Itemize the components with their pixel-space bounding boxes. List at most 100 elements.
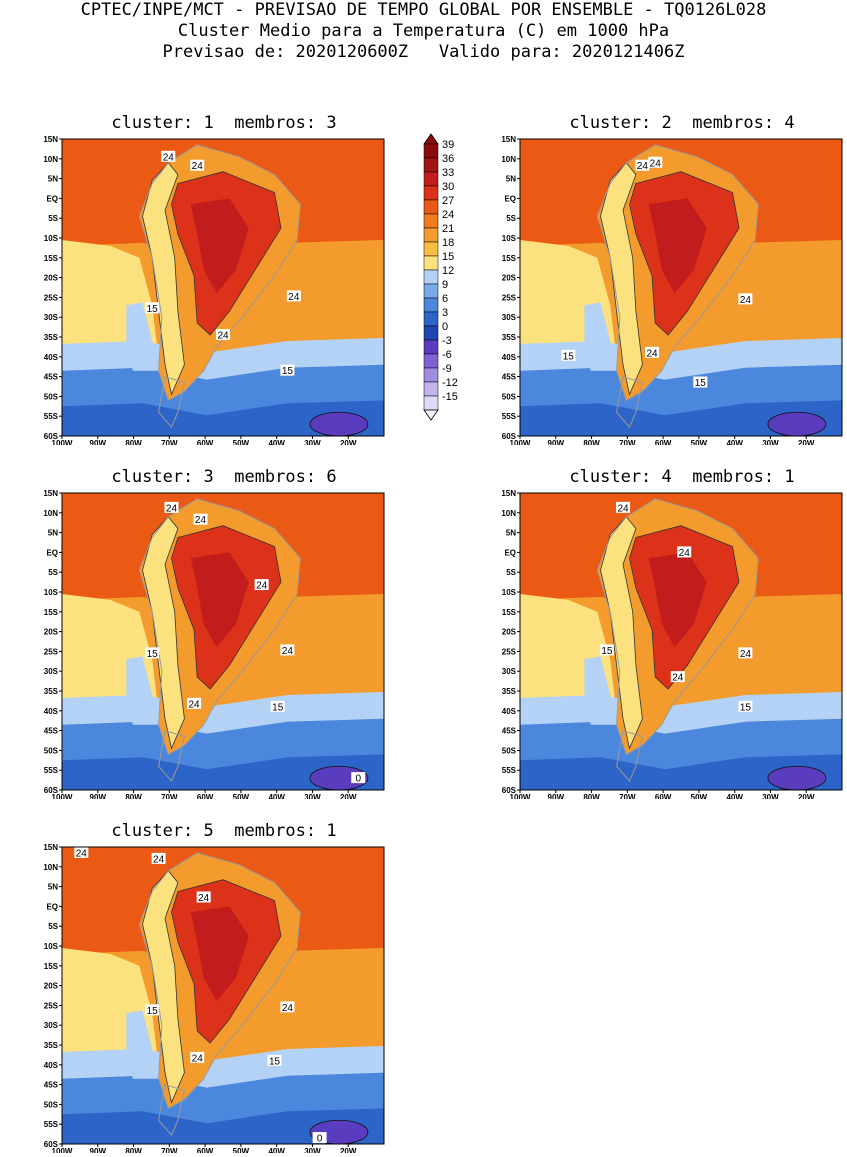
contour-label-bg [190,159,205,171]
contour-label: 24 [740,295,752,306]
colorbar-swatch [423,283,439,299]
contour-label: 15 [269,1056,281,1067]
colorbar-swatch [423,339,439,355]
contour-label: 24 [617,503,629,514]
contour-label: 24 [650,158,662,169]
coastline [596,144,759,402]
temperature-field [520,493,842,790]
lon-tick-label: 30W [762,439,779,445]
lon-tick-label: 50W [691,439,708,445]
contour-label: 24 [740,649,752,660]
lat-tick-label: 5S [48,568,58,577]
lat-tick-label: 60S [44,786,59,795]
lon-tick-label: 70W [619,439,636,445]
lat-tick-label: 10S [44,942,59,951]
colorbar-swatch [423,171,439,187]
contour-label: 24 [288,292,300,303]
lon-tick-label: 40W [726,439,743,445]
lat-tick-label: 30S [44,313,59,322]
colorbar-swatch [423,143,439,159]
lon-tick-label: 80W [583,793,600,799]
lat-tick-label: 10N [501,155,516,164]
contour-label-bg [670,671,685,683]
lon-tick-label: 100W [52,1147,73,1153]
colorbar-swatch [423,269,439,285]
panel-title-1: cluster: 1 membros: 3 [111,113,337,133]
contour-label-bg [145,1004,160,1016]
colorbar-label: -15 [442,391,458,403]
coastline [138,852,301,1110]
colorbar-swatch [423,227,439,243]
coastline [596,498,759,756]
colorbar-swatch [423,381,439,397]
lat-tick-label: 10N [43,863,58,872]
colorbar-swatch [423,311,439,327]
contour-label: 24 [76,848,88,859]
contour-label: 24 [192,1053,204,1064]
lon-tick-label: 90W [90,439,107,445]
lon-tick-label: 70W [161,1147,178,1153]
contour-label-bg [645,346,660,358]
colorbar-label: 39 [442,139,454,151]
lon-tick-label: 80W [125,439,142,445]
lat-tick-label: 55S [44,766,59,775]
colorbar-swatch [423,199,439,215]
colorbar-swatch [423,213,439,229]
lat-tick-label: 40S [44,707,59,716]
contour-label: 24 [672,673,684,684]
lat-tick-label: 10S [502,588,517,597]
header-line-1: CPTEC/INPE/MCT - PREVISAO DE TEMPO GLOBA… [80,0,767,20]
lon-tick-label: 70W [619,793,636,799]
lat-tick-label: 35S [502,333,517,342]
contour-label: 24 [163,152,175,163]
colorbar-label: 15 [442,251,454,263]
colorbar-label: 3 [442,307,448,319]
temperature-field [520,139,842,436]
cold-core [309,411,369,436]
lat-tick-label: 45S [44,1081,59,1090]
contour-label-bg [216,329,230,341]
lon-tick-label: 100W [52,439,73,445]
lat-tick-label: 10S [44,588,59,597]
lat-tick-label: 15N [43,489,58,498]
lon-tick-label: 40W [726,793,743,799]
contour-label-bg [190,1051,205,1063]
lat-tick-label: 30S [44,1021,59,1030]
map-frame [61,138,385,437]
contour-label-bg [738,647,753,659]
lon-tick-label: 20W [798,439,815,445]
lat-tick-label: 10N [501,509,516,518]
lat-tick-label: 25S [44,647,59,656]
lat-tick-label: EQ [504,194,516,203]
lat-tick-label: 25S [502,647,517,656]
lat-tick-label: 25S [44,1001,59,1010]
lat-tick-label: 45S [44,727,59,736]
lat-tick-label: 15S [502,254,517,263]
colorbar-label: 21 [442,223,454,235]
lat-tick-label: 50S [44,392,59,401]
contour-label-bg [164,501,179,513]
lat-tick-label: 20S [502,628,517,637]
contour-label-bg [693,376,708,388]
contour-label-bg [196,891,211,903]
lat-tick-label: 15N [501,135,516,144]
lon-tick-label: 60W [197,793,214,799]
header-line-3: Previsao de: 2020120600Z Valido para: 20… [162,42,685,62]
contour-label-bg [280,644,295,656]
colorbar-label: 24 [442,209,454,221]
contour-label-bg [738,293,753,305]
lat-tick-label: 50S [502,392,517,401]
contour-label-bg [280,1001,295,1013]
contour-label: 15 [695,378,707,389]
cool-tongue [584,656,617,725]
lat-tick-label: EQ [46,902,58,911]
lat-tick-label: 35S [502,687,517,696]
lon-tick-label: 100W [52,793,73,799]
colorbar-bottom-arrow [423,409,439,421]
contour-label-bg [254,579,269,591]
colorbar-label: -3 [442,335,452,347]
contour-label: 24 [166,503,178,514]
lat-tick-label: 15S [502,608,517,617]
lat-tick-label: 5N [506,175,516,184]
